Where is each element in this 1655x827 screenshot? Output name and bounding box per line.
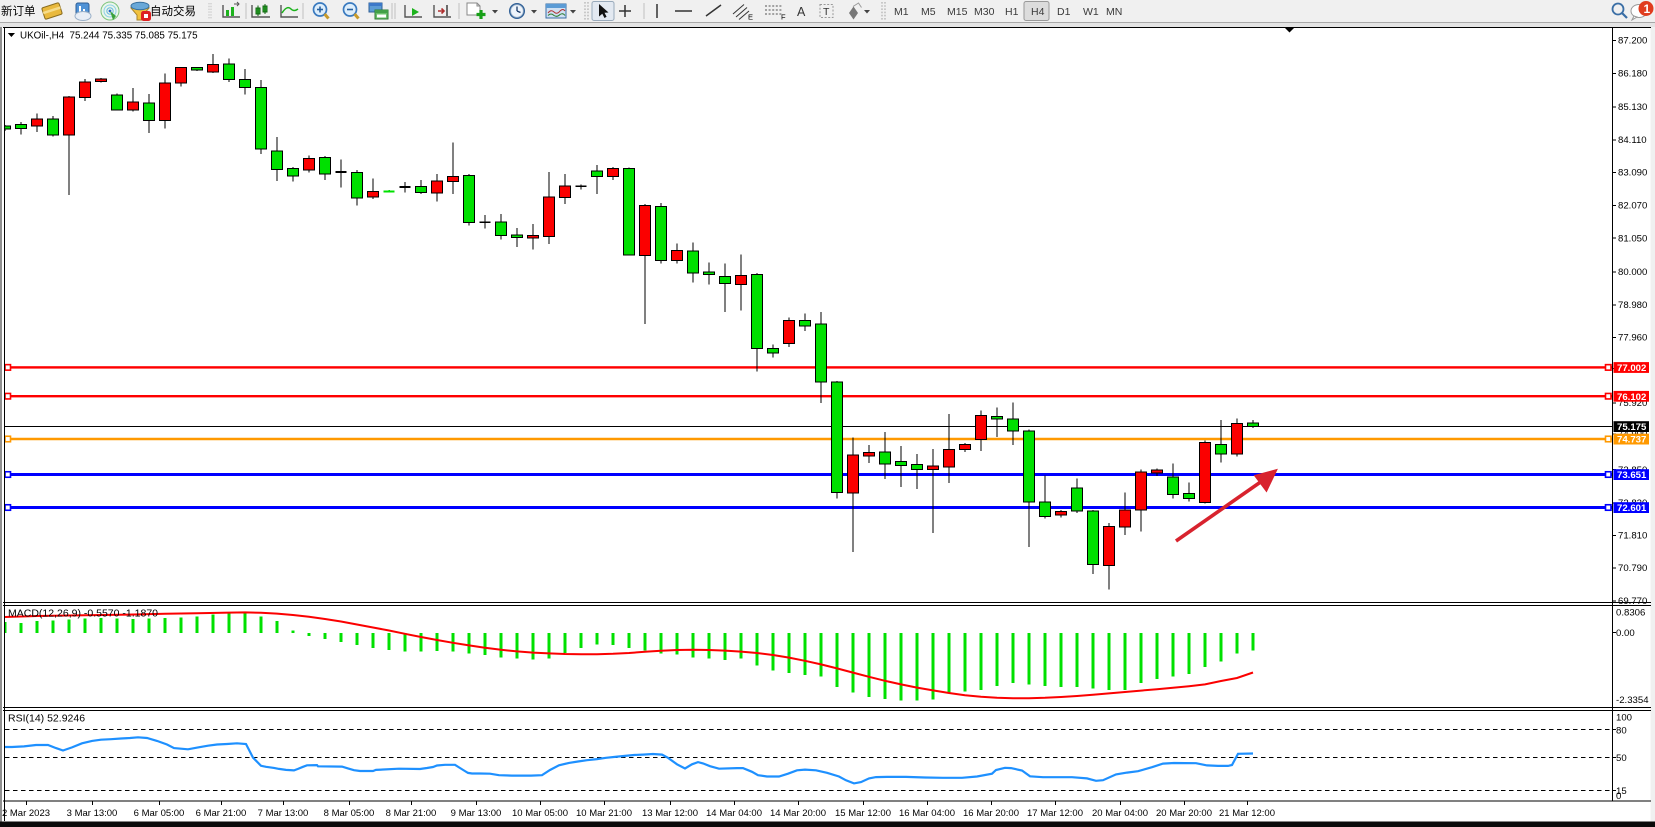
svg-text:M15: M15 bbox=[947, 6, 968, 18]
svg-text:50: 50 bbox=[1616, 753, 1627, 764]
svg-text:77.002: 77.002 bbox=[1617, 363, 1646, 374]
svg-text:73.651: 73.651 bbox=[1617, 470, 1647, 481]
svg-text:-2.3354: -2.3354 bbox=[1616, 695, 1649, 706]
svg-text:75.175: 75.175 bbox=[1617, 422, 1647, 433]
svg-text:87.200: 87.200 bbox=[1618, 36, 1647, 47]
svg-text:16 Mar 04:00: 16 Mar 04:00 bbox=[899, 808, 955, 819]
svg-text:10 Mar 05:00: 10 Mar 05:00 bbox=[512, 808, 568, 819]
svg-text:A: A bbox=[797, 5, 806, 19]
svg-text:84.110: 84.110 bbox=[1618, 135, 1647, 146]
svg-text:15 Mar 12:00: 15 Mar 12:00 bbox=[835, 808, 891, 819]
svg-text:MN: MN bbox=[1106, 6, 1122, 18]
svg-text:80.000: 80.000 bbox=[1618, 267, 1647, 278]
svg-text:7 Mar 13:00: 7 Mar 13:00 bbox=[258, 808, 309, 819]
svg-text:70.790: 70.790 bbox=[1618, 563, 1647, 574]
svg-text:3 Mar 13:00: 3 Mar 13:00 bbox=[67, 808, 118, 819]
svg-text:6 Mar 05:00: 6 Mar 05:00 bbox=[134, 808, 185, 819]
svg-text:75.920: 75.920 bbox=[1618, 398, 1647, 409]
svg-text:M1: M1 bbox=[894, 6, 909, 18]
svg-text:15: 15 bbox=[1616, 786, 1627, 797]
svg-text:E: E bbox=[748, 13, 753, 22]
svg-text:71.810: 71.810 bbox=[1618, 530, 1647, 541]
svg-text:0.8306: 0.8306 bbox=[1616, 608, 1645, 619]
svg-text:MACD(12,26,9) -0.5570 -1.1870: MACD(12,26,9) -0.5570 -1.1870 bbox=[8, 608, 158, 620]
svg-text:M5: M5 bbox=[921, 6, 936, 18]
svg-text:0: 0 bbox=[1616, 791, 1621, 802]
svg-text:D1: D1 bbox=[1057, 6, 1071, 18]
svg-text:74.737: 74.737 bbox=[1617, 435, 1646, 446]
svg-text:21 Mar 12:00: 21 Mar 12:00 bbox=[1219, 808, 1275, 819]
svg-text:85.130: 85.130 bbox=[1618, 102, 1647, 113]
svg-text:T: T bbox=[823, 6, 830, 18]
svg-text:9 Mar 13:00: 9 Mar 13:00 bbox=[451, 808, 502, 819]
svg-text:H1: H1 bbox=[1005, 6, 1019, 18]
svg-text:新订单: 新订单 bbox=[1, 4, 36, 18]
svg-text:72.601: 72.601 bbox=[1617, 503, 1647, 514]
svg-text:86.180: 86.180 bbox=[1618, 68, 1647, 79]
svg-text:10 Mar 21:00: 10 Mar 21:00 bbox=[576, 808, 632, 819]
svg-text:M30: M30 bbox=[974, 6, 995, 18]
svg-text:8 Mar 05:00: 8 Mar 05:00 bbox=[324, 808, 375, 819]
svg-text:14 Mar 04:00: 14 Mar 04:00 bbox=[706, 808, 762, 819]
svg-text:80: 80 bbox=[1616, 725, 1627, 736]
svg-text:W1: W1 bbox=[1083, 6, 1099, 18]
svg-text:1: 1 bbox=[1644, 2, 1651, 16]
svg-text:83.090: 83.090 bbox=[1618, 168, 1647, 179]
svg-text:20 Mar 20:00: 20 Mar 20:00 bbox=[1156, 808, 1212, 819]
svg-text:78.980: 78.980 bbox=[1618, 300, 1647, 311]
svg-text:H4: H4 bbox=[1031, 6, 1045, 18]
svg-text:82.070: 82.070 bbox=[1618, 201, 1647, 212]
svg-text:20 Mar 04:00: 20 Mar 04:00 bbox=[1092, 808, 1148, 819]
svg-text:13 Mar 12:00: 13 Mar 12:00 bbox=[642, 808, 698, 819]
svg-text:100: 100 bbox=[1616, 712, 1632, 723]
svg-text:2 Mar 2023: 2 Mar 2023 bbox=[2, 808, 50, 819]
svg-text:69.770: 69.770 bbox=[1618, 596, 1647, 607]
svg-text:81.050: 81.050 bbox=[1618, 233, 1647, 244]
svg-text:77.960: 77.960 bbox=[1618, 333, 1647, 344]
svg-text:0.00: 0.00 bbox=[1616, 628, 1635, 639]
svg-text:F: F bbox=[781, 13, 786, 22]
svg-text:RSI(14) 52.9246: RSI(14) 52.9246 bbox=[8, 713, 85, 725]
svg-text:8 Mar 21:00: 8 Mar 21:00 bbox=[386, 808, 437, 819]
svg-text:14 Mar 20:00: 14 Mar 20:00 bbox=[770, 808, 826, 819]
svg-text:UKOil-,H4 75.244 75.335 75.08: UKOil-,H4 75.244 75.335 75.085 75.175 bbox=[20, 30, 198, 41]
svg-text:17 Mar 12:00: 17 Mar 12:00 bbox=[1027, 808, 1083, 819]
svg-text:自动交易: 自动交易 bbox=[150, 4, 196, 18]
svg-text:6 Mar 21:00: 6 Mar 21:00 bbox=[196, 808, 247, 819]
svg-text:76.102: 76.102 bbox=[1617, 392, 1646, 403]
svg-text:16 Mar 20:00: 16 Mar 20:00 bbox=[963, 808, 1019, 819]
